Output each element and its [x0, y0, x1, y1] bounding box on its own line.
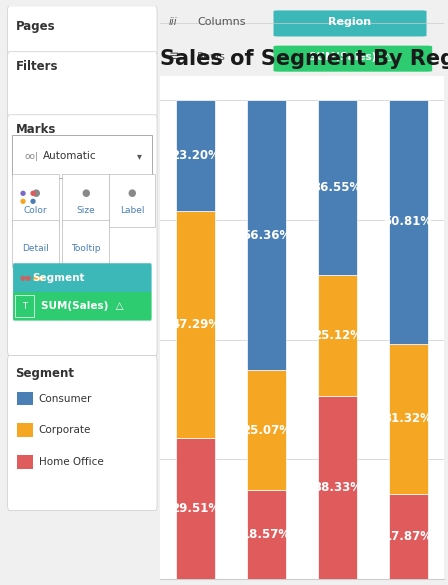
FancyBboxPatch shape	[274, 46, 432, 72]
Text: Consumer: Consumer	[39, 394, 92, 404]
Text: iii: iii	[168, 17, 177, 27]
FancyBboxPatch shape	[12, 220, 59, 267]
Text: Region: Region	[328, 17, 371, 27]
Text: Filters: Filters	[15, 60, 58, 73]
Text: Columns: Columns	[197, 17, 246, 27]
Text: Automatic: Automatic	[43, 151, 97, 161]
Text: ●●: ●●	[20, 276, 32, 281]
Text: ●: ●	[30, 190, 35, 196]
Text: ●: ●	[128, 188, 136, 198]
Text: Marks: Marks	[15, 123, 56, 136]
FancyBboxPatch shape	[8, 6, 157, 57]
Text: Corporate: Corporate	[39, 425, 91, 435]
Text: 29.51%: 29.51%	[171, 502, 220, 515]
Bar	[176, 438, 215, 579]
Text: 50.81%: 50.81%	[383, 215, 433, 228]
FancyBboxPatch shape	[8, 356, 157, 510]
Text: ▾: ▾	[137, 151, 142, 161]
Text: Label: Label	[120, 206, 144, 215]
Text: Home Office: Home Office	[39, 457, 103, 467]
Text: 25.12%: 25.12%	[313, 329, 362, 342]
Text: ●: ●	[20, 190, 26, 196]
FancyBboxPatch shape	[109, 174, 155, 226]
Bar	[17, 455, 33, 469]
Text: 25.07%: 25.07%	[242, 424, 291, 436]
Text: ●: ●	[30, 198, 35, 204]
Bar	[176, 100, 215, 211]
Bar	[247, 100, 286, 370]
FancyBboxPatch shape	[8, 51, 157, 121]
FancyBboxPatch shape	[12, 174, 59, 226]
Text: Segment: Segment	[33, 273, 85, 284]
Text: 17.87%: 17.87%	[383, 530, 433, 543]
Text: Segment: Segment	[15, 367, 74, 380]
FancyBboxPatch shape	[62, 220, 109, 267]
Text: Detail: Detail	[22, 245, 49, 253]
Bar	[318, 395, 357, 579]
Text: SUM(Sales)  △: SUM(Sales) △	[41, 301, 124, 311]
Text: 36.55%: 36.55%	[313, 181, 362, 194]
Text: ●: ●	[81, 188, 90, 198]
Bar	[17, 392, 33, 405]
Text: Pages: Pages	[15, 20, 55, 33]
Bar	[17, 423, 33, 437]
Text: 47.29%: 47.29%	[171, 318, 220, 331]
Bar	[176, 211, 215, 438]
Bar	[318, 276, 357, 395]
Text: 23.20%: 23.20%	[171, 149, 220, 162]
Text: 18.57%: 18.57%	[242, 528, 291, 541]
FancyBboxPatch shape	[8, 115, 157, 356]
Bar	[388, 494, 427, 579]
Bar	[318, 100, 357, 276]
Text: SUM(Sales)  △: SUM(Sales) △	[309, 52, 391, 62]
FancyBboxPatch shape	[15, 295, 34, 317]
Bar	[247, 490, 286, 579]
FancyBboxPatch shape	[12, 135, 152, 178]
Bar	[388, 100, 427, 343]
Text: Color: Color	[24, 206, 47, 215]
Bar	[388, 343, 427, 494]
Text: oo|: oo|	[25, 152, 39, 160]
FancyBboxPatch shape	[274, 11, 426, 36]
FancyBboxPatch shape	[13, 263, 151, 294]
Text: ●: ●	[31, 188, 40, 198]
Bar	[247, 370, 286, 490]
Text: Sales of Segment By Region: Sales of Segment By Region	[160, 49, 448, 69]
FancyBboxPatch shape	[13, 292, 151, 321]
Text: ●: ●	[20, 198, 26, 204]
Text: 31.32%: 31.32%	[383, 412, 432, 425]
FancyBboxPatch shape	[62, 174, 109, 226]
Text: ●●: ●●	[33, 276, 45, 281]
Text: 38.33%: 38.33%	[313, 481, 362, 494]
Text: T: T	[22, 302, 27, 311]
Text: 56.36%: 56.36%	[242, 229, 291, 242]
Text: ≡: ≡	[168, 50, 179, 63]
Text: Size: Size	[76, 206, 95, 215]
Text: Rows: Rows	[197, 52, 226, 62]
Text: Tooltip: Tooltip	[71, 245, 100, 253]
